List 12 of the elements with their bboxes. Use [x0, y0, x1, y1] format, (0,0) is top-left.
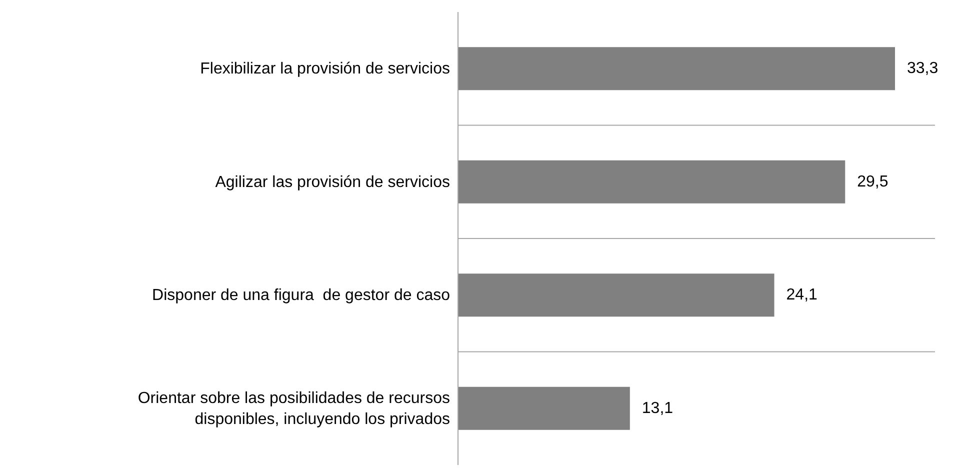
y-tick-label: Agilizar las provisión de servicios [215, 173, 450, 190]
data-label: 33,3 [907, 60, 938, 78]
bar [458, 47, 895, 90]
data-label: 29,5 [857, 173, 888, 190]
y-tick-label: Disponer de una figura de gestor de caso [152, 286, 450, 304]
bar [458, 160, 846, 204]
data-label: 13,1 [642, 400, 674, 417]
y-tick-label: Orientar sobre las posibilidades de recursos disponibles, incluyendo los privados [138, 389, 450, 428]
bar [458, 274, 774, 317]
y-tick-label: Flexibilizar la provisión de servicios [200, 60, 450, 78]
data-label: 24,1 [786, 286, 818, 304]
bar [458, 386, 630, 430]
